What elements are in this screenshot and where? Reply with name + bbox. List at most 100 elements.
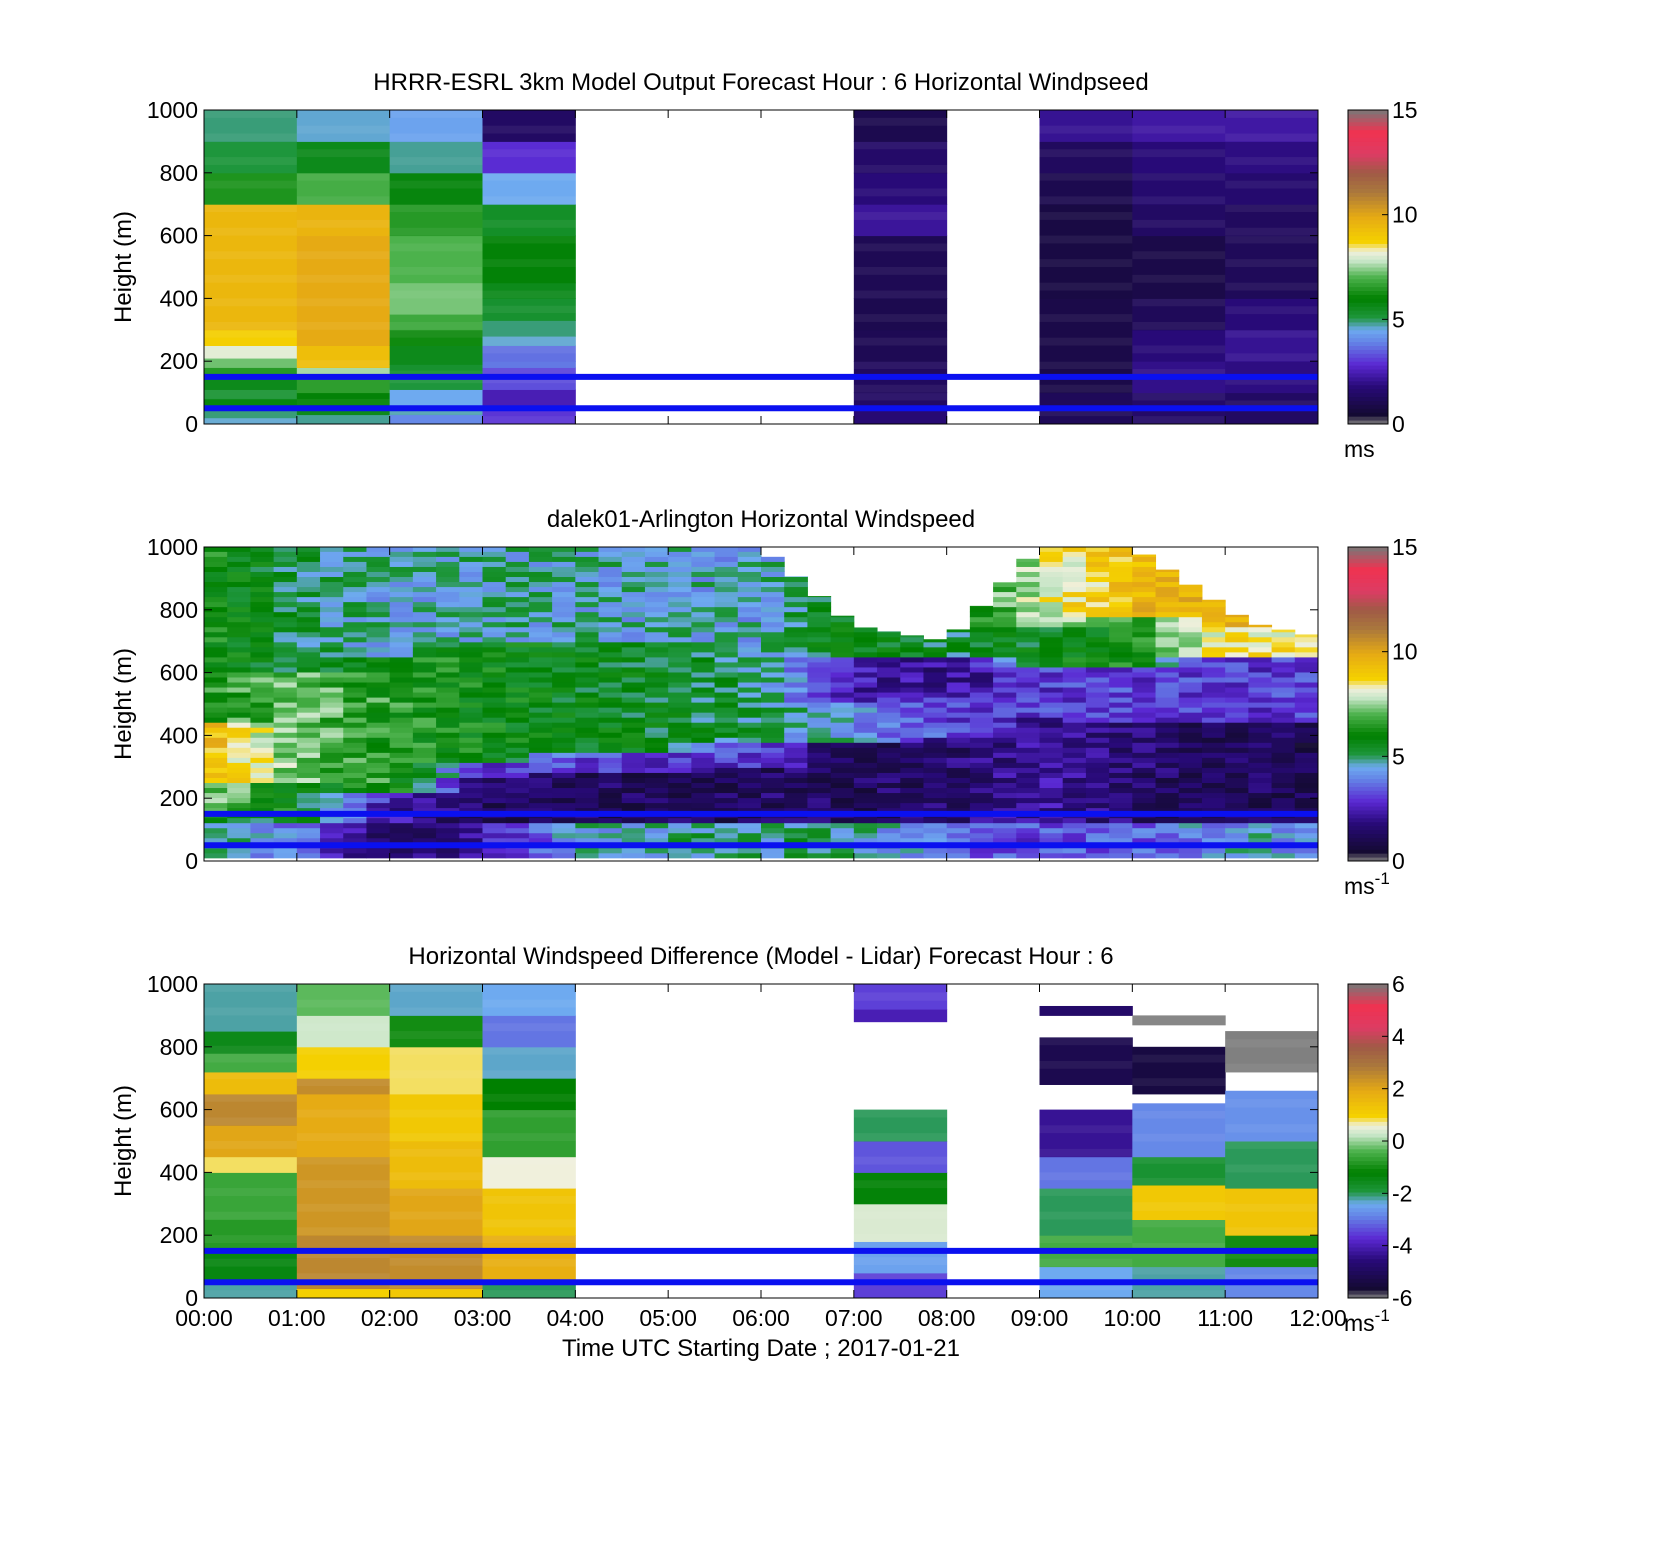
heatmap-cell [1109, 601, 1133, 608]
colorbar-segment [1348, 388, 1388, 394]
heatmap-cell [273, 822, 298, 829]
heatmap-cell [691, 646, 716, 653]
heatmap-cell [737, 822, 762, 829]
heatmap-cell [598, 556, 623, 562]
heatmap-cell [1294, 752, 1318, 758]
heatmap-cell [1248, 666, 1273, 673]
heatmap-cell [436, 601, 460, 608]
heatmap-cell [946, 737, 971, 743]
heatmap-cell [1132, 571, 1157, 578]
heatmap-cell [1201, 767, 1226, 773]
heatmap-cell-shade [1039, 1235, 1133, 1244]
heatmap-cell [1132, 651, 1157, 658]
heatmap-cell [993, 697, 1017, 703]
heatmap-cell [714, 676, 739, 683]
heatmap-cell [668, 556, 692, 562]
heatmap-cell [784, 636, 808, 643]
heatmap-cell [250, 702, 275, 708]
heatmap-cell [1109, 692, 1133, 698]
heatmap-cell [436, 732, 460, 738]
heatmap-cell [853, 110, 948, 142]
heatmap-cell [320, 727, 344, 733]
heatmap-cell [575, 852, 600, 859]
heatmap-cell [1201, 827, 1226, 834]
heatmap-cell [668, 591, 692, 598]
heatmap-cell [1016, 697, 1040, 703]
heatmap-cell [343, 631, 367, 638]
heatmap-cell [482, 641, 507, 648]
heatmap-cell [389, 571, 414, 578]
heatmap-cell [412, 822, 437, 829]
heatmap-cell [436, 807, 460, 814]
heatmap-cell [598, 576, 623, 583]
heatmap-cell [1062, 651, 1087, 658]
heatmap-cell [598, 566, 623, 572]
heatmap-cell [946, 742, 971, 748]
heatmap-cell [343, 576, 367, 583]
heatmap-cell [575, 561, 600, 567]
heatmap-cell [552, 661, 576, 668]
heatmap-cell [714, 767, 739, 773]
colorbar-segment [1348, 668, 1388, 674]
heatmap-cell [1132, 235, 1226, 299]
heatmap-cell [343, 727, 367, 733]
heatmap-cell [900, 837, 924, 844]
heatmap-cell [1132, 601, 1157, 608]
heatmap-cell [1039, 298, 1133, 362]
heatmap-cell [436, 787, 460, 794]
heatmap-cell [1039, 666, 1064, 673]
heatmap-cell-shade [296, 1227, 391, 1236]
heatmap-cell [412, 576, 437, 583]
heatmap-cell [691, 621, 716, 628]
heatmap-cell [807, 636, 832, 643]
colorbar-segment [1348, 1121, 1388, 1126]
heatmap-cell [1132, 702, 1157, 708]
heatmap-cell [459, 702, 483, 708]
heatmap-cell [528, 787, 553, 794]
heatmap-cell [1039, 807, 1064, 814]
heatmap-cell [668, 817, 692, 824]
heatmap-cell [1225, 757, 1249, 763]
heatmap-cell [900, 792, 924, 799]
heatmap-cell [621, 767, 646, 773]
heatmap-cell [505, 747, 530, 753]
heatmap-cell [482, 767, 507, 773]
heatmap-cell [1085, 596, 1110, 603]
heatmap-cell [1178, 827, 1203, 834]
heatmap-cell [598, 712, 623, 718]
heatmap-cell [1271, 772, 1296, 778]
heatmap-cell [389, 832, 414, 839]
heatmap-cell [250, 747, 275, 753]
heatmap-cell [204, 616, 228, 623]
heatmap-cell [505, 601, 530, 608]
heatmap-cell [273, 782, 298, 789]
heatmap-cell [528, 822, 553, 829]
heatmap-cell [296, 204, 391, 237]
heatmap-cell [389, 722, 414, 728]
heatmap-cell [691, 702, 716, 708]
heatmap-cell [1271, 787, 1296, 794]
heatmap-cell [250, 772, 275, 778]
heatmap-cell [552, 551, 576, 557]
heatmap-cell [714, 707, 739, 713]
heatmap-cell [273, 717, 298, 723]
heatmap-cell [227, 847, 251, 854]
heatmap-cell-shade [1039, 1211, 1133, 1220]
heatmap-cell [366, 611, 391, 618]
heatmap-cell [273, 747, 298, 753]
heatmap-cell [320, 636, 344, 643]
heatmap-cell [1016, 611, 1040, 618]
heatmap-cell [621, 581, 646, 588]
heatmap-cell [714, 692, 739, 698]
heatmap-cell [761, 591, 785, 598]
heatmap-cell [946, 837, 971, 844]
heatmap-cell [737, 606, 762, 613]
heatmap-cell [621, 547, 646, 552]
heatmap-cell [1039, 641, 1064, 648]
heatmap-cell [366, 787, 391, 794]
heatmap-cell [1271, 656, 1296, 663]
heatmap-cell [1062, 852, 1087, 859]
heatmap-cell [1201, 702, 1226, 708]
x-tick-label: 11:00 [1197, 1305, 1253, 1331]
heatmap-cell [621, 611, 646, 618]
